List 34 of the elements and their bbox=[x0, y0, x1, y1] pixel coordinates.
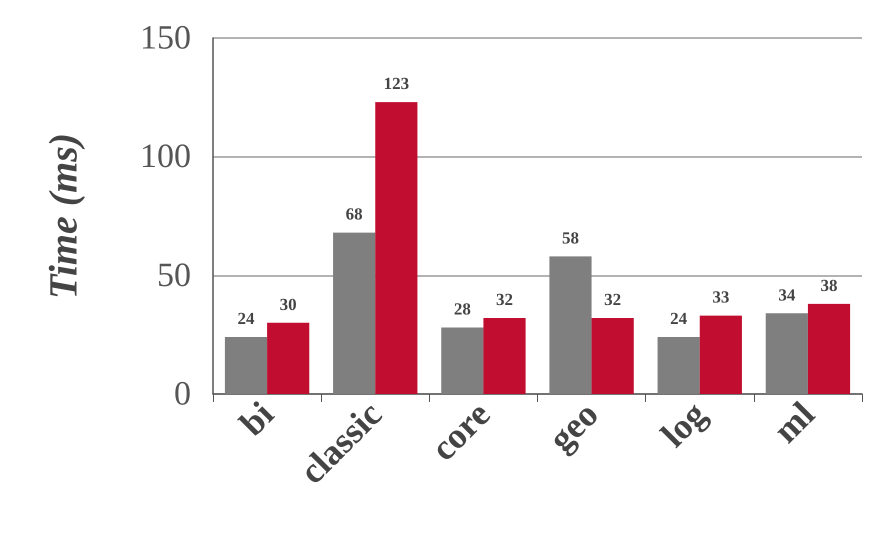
data-label: 32 bbox=[496, 290, 514, 310]
bar bbox=[549, 256, 592, 394]
y-tick-label: 50 bbox=[157, 256, 191, 294]
data-label: 24 bbox=[670, 309, 688, 328]
y-tick-label: 0 bbox=[174, 376, 191, 412]
bar bbox=[375, 102, 418, 394]
bar bbox=[766, 313, 808, 394]
bar bbox=[267, 322, 310, 394]
x-tick-label: geo bbox=[540, 394, 606, 459]
bar bbox=[658, 337, 700, 394]
bar bbox=[592, 318, 634, 394]
x-tick-label: log bbox=[653, 394, 714, 455]
bar bbox=[333, 232, 376, 394]
bar bbox=[224, 337, 268, 394]
data-label: 34 bbox=[778, 285, 796, 304]
x-tick-label: core bbox=[423, 394, 498, 468]
data-label: 32 bbox=[604, 290, 622, 310]
data-label: 58 bbox=[562, 228, 579, 248]
x-tick-label: ml bbox=[766, 394, 822, 450]
data-label: 24 bbox=[237, 309, 255, 328]
bar bbox=[483, 318, 526, 394]
bar bbox=[808, 304, 850, 394]
x-tick-label: bi bbox=[232, 394, 282, 444]
bar bbox=[441, 328, 484, 394]
data-label: 28 bbox=[454, 300, 471, 319]
bar bbox=[700, 316, 742, 394]
data-label: 38 bbox=[820, 276, 838, 295]
y-tick-label: 150 bbox=[140, 20, 191, 56]
y-axis-title: Time (ms) bbox=[40, 132, 86, 300]
data-label: 30 bbox=[280, 294, 297, 314]
y-tick-label: 100 bbox=[140, 138, 191, 176]
data-label: 33 bbox=[712, 288, 730, 307]
data-label: 68 bbox=[346, 204, 363, 224]
data-label: 123 bbox=[384, 74, 410, 94]
